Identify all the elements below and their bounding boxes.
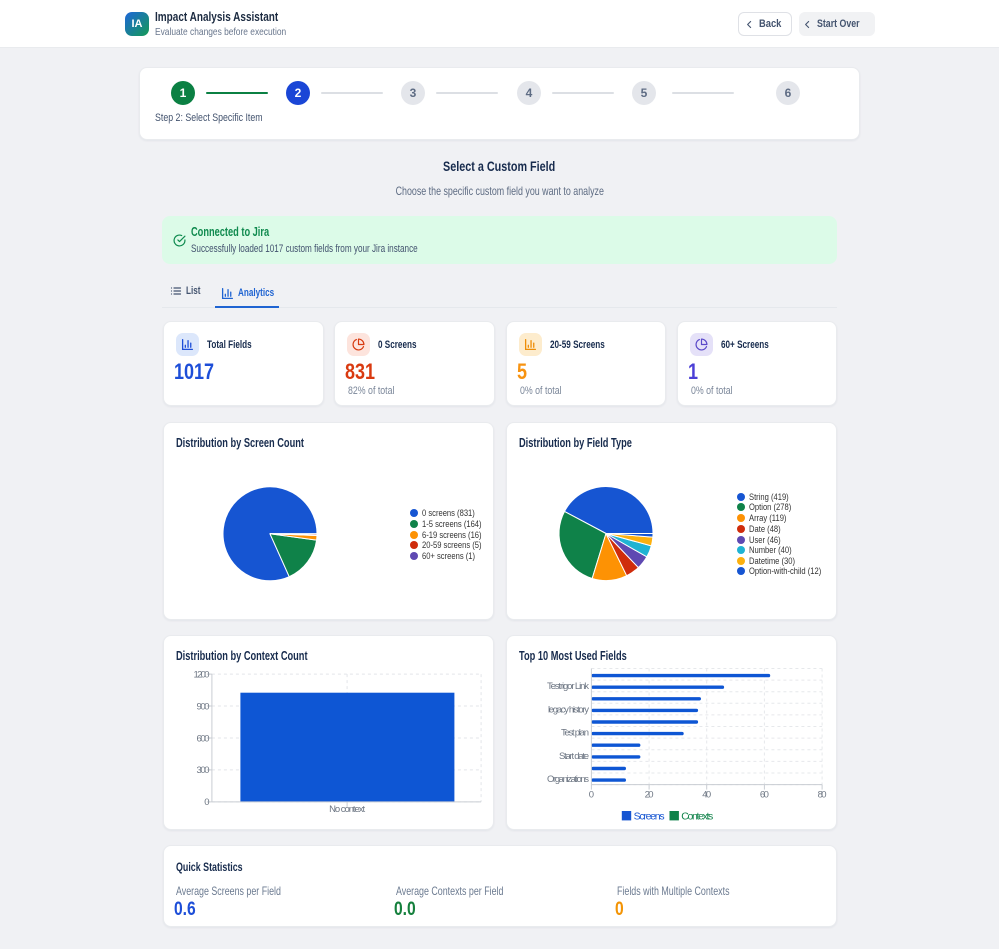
- svg-text:Start date: Start date: [559, 751, 589, 762]
- svg-text:Screens: Screens: [633, 811, 664, 823]
- svg-text:0: 0: [204, 797, 209, 808]
- svg-text:40: 40: [702, 790, 711, 801]
- svg-text:Contexts: Contexts: [681, 811, 713, 823]
- svg-text:900: 900: [196, 701, 209, 712]
- svg-text:60: 60: [759, 790, 768, 801]
- svg-text:Organizations: Organizations: [547, 774, 589, 785]
- svg-text:20: 20: [644, 790, 653, 801]
- svg-text:600: 600: [196, 733, 209, 744]
- svg-text:300: 300: [196, 765, 209, 776]
- svg-text:Test plan: Test plan: [561, 728, 589, 739]
- svg-text:80: 80: [817, 790, 826, 801]
- svg-text:Testrigor Link: Testrigor Link: [547, 681, 589, 692]
- svg-text:No context: No context: [329, 804, 365, 815]
- svg-text:legacy history: legacy history: [548, 704, 589, 715]
- svg-text:1200: 1200: [193, 669, 209, 680]
- svg-text:0: 0: [588, 790, 593, 801]
